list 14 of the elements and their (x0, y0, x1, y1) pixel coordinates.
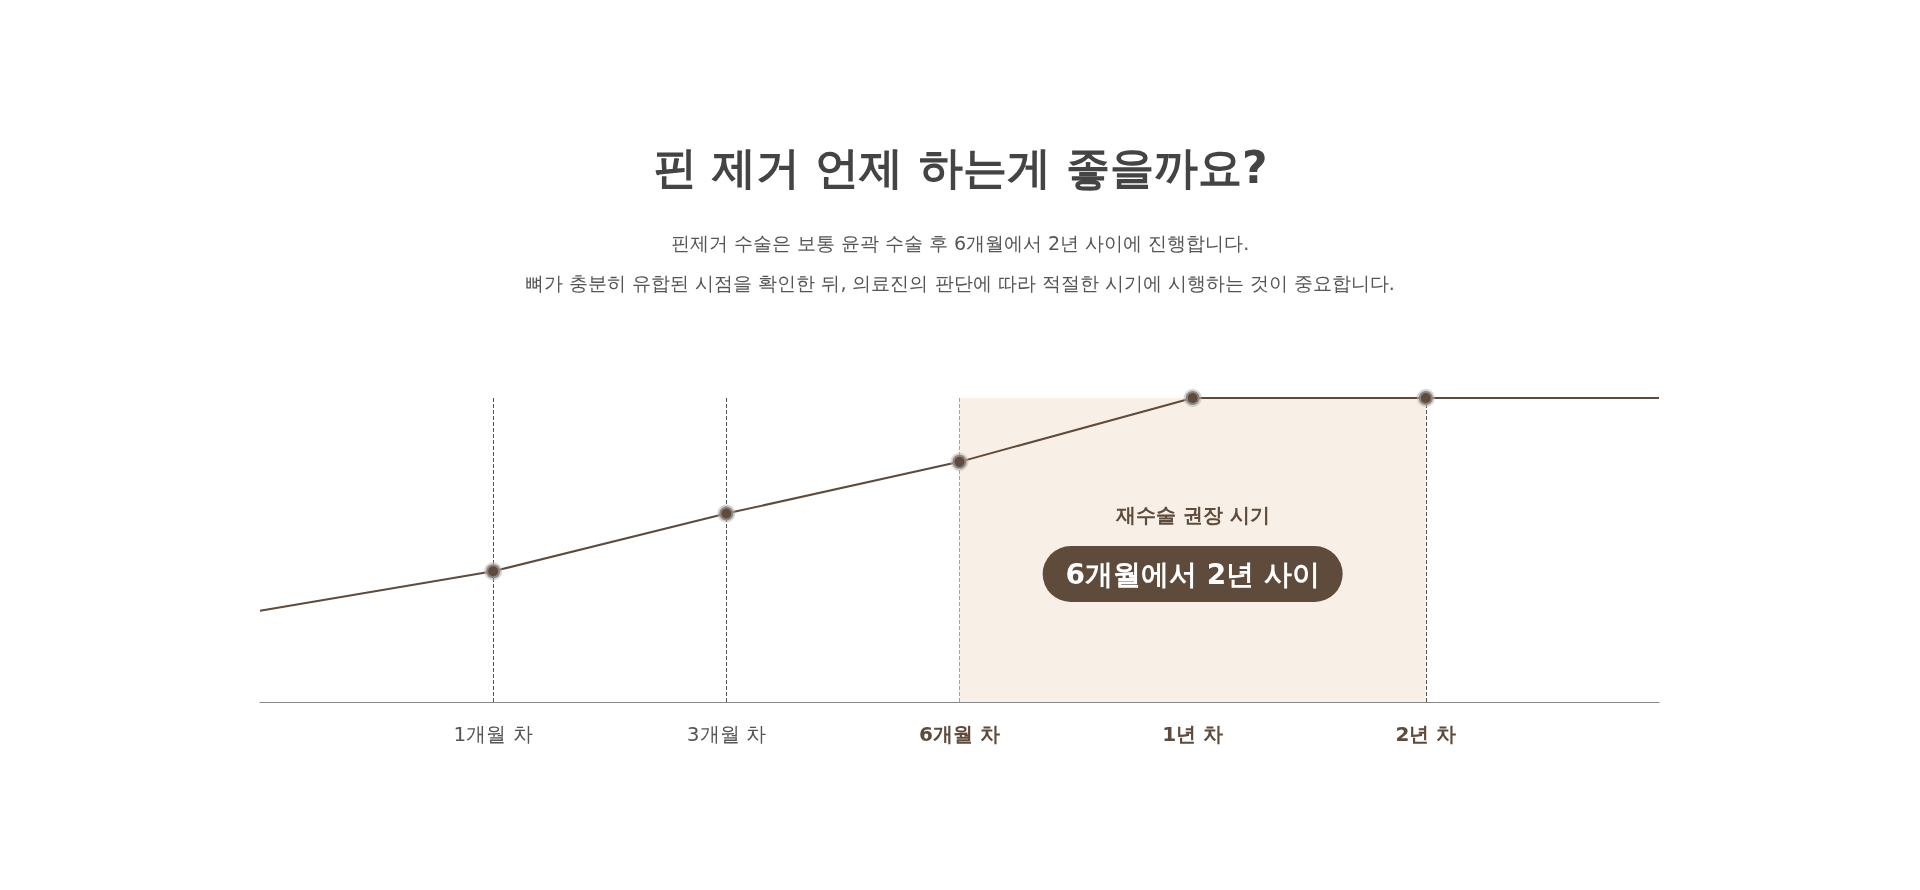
x-tick-label: 2년 차 (1395, 722, 1457, 746)
chart-subtitle: 핀제거 수술은 보통 윤곽 수술 후 6개월에서 2년 사이에 진행합니다. 뼈가 충분히 유합된 시점을 확인한 뒤, 의료진의 판단에 따라 적절한 시기에 시행하는 것이 중요합니다. (525, 231, 1395, 294)
point (1183, 389, 1202, 407)
x-tick-label: 1년 차 (1162, 722, 1224, 746)
annotation: 6개월에서 2년 사이 (1065, 557, 1320, 591)
x-tick-label: 3개월 차 (686, 722, 766, 746)
chart-title: 핀 제거 언제 하는게 좋을까요? (652, 141, 1268, 193)
x-tick-label: 1개월 차 (453, 722, 533, 746)
point (484, 562, 503, 581)
x-tick-label: 6개월 차 (919, 722, 1000, 746)
point (950, 452, 969, 471)
annotation: 재수술 권장 시기 (1114, 503, 1270, 527)
point (1416, 389, 1435, 407)
point (717, 504, 736, 523)
